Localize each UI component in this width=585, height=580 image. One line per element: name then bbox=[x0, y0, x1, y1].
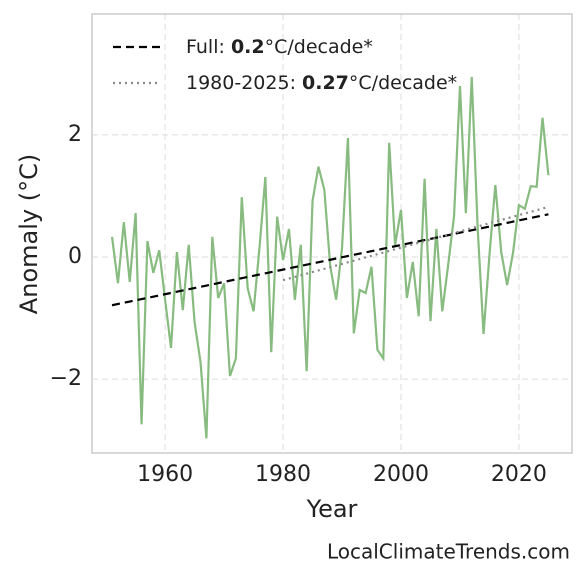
legend-label-part: °C/decade* bbox=[265, 36, 373, 58]
legend-label-part: 1980-2025: bbox=[186, 72, 302, 94]
legend-label-part: Full: bbox=[186, 36, 231, 58]
series-line bbox=[110, 76, 550, 439]
legend-label: Full: 0.2°C/decade* bbox=[186, 36, 373, 58]
x-tick-label: 2020 bbox=[491, 462, 547, 487]
series-line bbox=[111, 213, 549, 307]
footer: LocalClimateTrends.com bbox=[327, 540, 570, 564]
y-tick-label: −2 bbox=[50, 366, 82, 391]
x-tick-label: 1960 bbox=[137, 462, 193, 487]
x-tick-label: 2000 bbox=[373, 462, 429, 487]
y-tick-label: 2 bbox=[68, 122, 82, 147]
legend-label-part: 0.27 bbox=[302, 72, 349, 94]
y-axis-label: Anomaly (°C) bbox=[15, 154, 43, 314]
series-line bbox=[282, 205, 549, 282]
x-axis-label: Year bbox=[306, 495, 358, 523]
legend-label: 1980-2025: 0.27°C/decade* bbox=[186, 72, 457, 94]
x-tick-label: 1980 bbox=[255, 462, 311, 487]
plot-frame bbox=[91, 13, 573, 454]
legend-label-part: °C/decade* bbox=[349, 72, 457, 94]
y-tick-label: 0 bbox=[68, 244, 82, 269]
legend-label-part: 0.2 bbox=[231, 36, 265, 58]
